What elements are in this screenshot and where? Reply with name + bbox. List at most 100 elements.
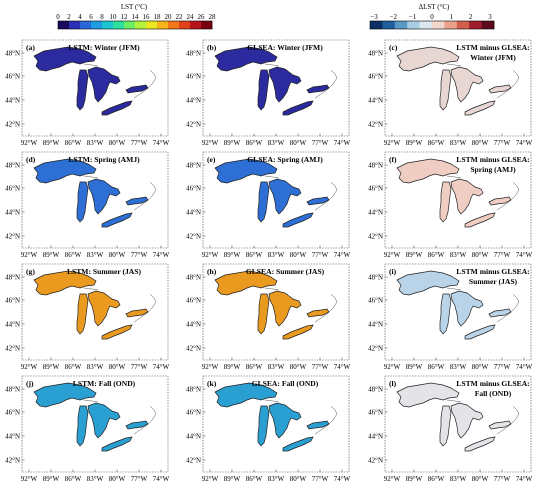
lat-tick-label: 48°N bbox=[368, 49, 383, 57]
lat-tick-label: 46°N bbox=[186, 408, 201, 416]
lat-tick-label: 48°N bbox=[186, 385, 201, 393]
lon-tick-label: 83°W bbox=[268, 475, 285, 483]
lst-colorbar-bar bbox=[57, 20, 213, 30]
colorbar-segment bbox=[80, 21, 92, 29]
lake-shape bbox=[87, 178, 121, 215]
lat-tick-label: 46°N bbox=[5, 184, 20, 192]
lat-tick-label: 46°N bbox=[5, 296, 20, 304]
panel-title: LSTM minus GLSEA: bbox=[456, 43, 529, 52]
lat-tick-label: 44°N bbox=[5, 96, 20, 104]
colorbar-segment bbox=[157, 21, 169, 29]
lake-shape bbox=[33, 382, 97, 408]
colorbar-segment bbox=[432, 21, 445, 29]
coastline bbox=[446, 175, 520, 211]
lon-tick-label: 83°W bbox=[87, 363, 104, 371]
lake-shape bbox=[450, 178, 484, 215]
lon-tick-label: 86°W bbox=[428, 139, 445, 147]
colorbar-segment bbox=[201, 21, 213, 29]
lon-tick-label: 89°W bbox=[224, 363, 241, 371]
coastline bbox=[264, 287, 338, 323]
lon-tick-label: 83°W bbox=[268, 363, 285, 371]
lat-tick-label: 46°N bbox=[368, 184, 383, 192]
colorbar-tick-label: 4 bbox=[78, 13, 82, 21]
lake-shape bbox=[257, 293, 270, 335]
lst-colorbar: LST (°C) 0 2 4 6 8 10 12 14 16 18 20 22 24 26 28 bbox=[56, 3, 216, 30]
colorbar-segment bbox=[190, 21, 202, 29]
lake-shape bbox=[464, 212, 496, 228]
lon-tick-label: 92°W bbox=[202, 475, 219, 483]
colorbar-segment bbox=[69, 21, 81, 29]
lon-tick-label: 83°W bbox=[268, 139, 285, 147]
map-panel-l: (l) LSTM minus GLSEA:Fall (OND) 48°N 46°N 44… bbox=[368, 375, 533, 483]
colorbar-segment bbox=[394, 21, 408, 29]
lake-shape bbox=[464, 324, 496, 340]
lake-shape bbox=[33, 270, 97, 296]
colorbar-segment bbox=[456, 21, 470, 29]
colorbar-tick-label: 26 bbox=[198, 13, 206, 21]
lake-shape bbox=[282, 324, 314, 340]
lon-tick-label: 74°W bbox=[153, 363, 170, 371]
lat-tick-label: 46°N bbox=[368, 72, 383, 80]
panel-title: GLSEA: Winter (JFM) bbox=[247, 43, 323, 52]
lat-tick-label: 48°N bbox=[5, 385, 20, 393]
panel-tag: (i) bbox=[389, 267, 397, 276]
coastline bbox=[264, 63, 338, 99]
lon-tick-label: 89°W bbox=[224, 251, 241, 259]
lat-tick-label: 42°N bbox=[368, 344, 383, 352]
lon-tick-label: 92°W bbox=[384, 475, 401, 483]
lat-tick-label: 48°N bbox=[186, 49, 201, 57]
lon-tick-label: 80°W bbox=[472, 363, 489, 371]
coastline bbox=[264, 399, 338, 435]
colorbar-tick-label: 22 bbox=[176, 13, 184, 21]
lake-shape bbox=[488, 196, 512, 206]
lake-shape bbox=[268, 66, 302, 103]
lon-tick-label: 80°W bbox=[109, 363, 126, 371]
lon-tick-label: 89°W bbox=[43, 363, 60, 371]
colorbar-tick-label: 18 bbox=[154, 13, 162, 21]
panel-title: Fall (OND) bbox=[475, 389, 512, 398]
panel-title: GLSEA: Summer (JAS) bbox=[246, 267, 325, 276]
panel-tag: (j) bbox=[26, 379, 34, 388]
lake-shape bbox=[125, 84, 149, 94]
lat-tick-label: 48°N bbox=[186, 161, 201, 169]
lake-shape bbox=[87, 66, 121, 103]
lat-tick-label: 48°N bbox=[368, 385, 383, 393]
lon-tick-label: 80°W bbox=[472, 139, 489, 147]
lat-tick-label: 48°N bbox=[368, 273, 383, 281]
lat-tick-label: 42°N bbox=[186, 120, 201, 128]
lst-colorbar-label: LST (°C) bbox=[121, 3, 148, 11]
lon-tick-label: 86°W bbox=[246, 363, 263, 371]
lake-shape bbox=[306, 420, 330, 430]
lat-tick-label: 44°N bbox=[5, 320, 20, 328]
colorbar-segment bbox=[113, 21, 125, 29]
lat-tick-label: 42°N bbox=[5, 344, 20, 352]
lon-tick-label: 83°W bbox=[87, 251, 104, 259]
map-panel-j: (j) LSTM: Fall (OND) 48°N 46°N 44°N 42°N 92°W 8… bbox=[5, 375, 170, 483]
map-panel-k: (k) GLSEA: Fall (OND) 48°N 46°N 44°N 42°N 92°W… bbox=[186, 375, 351, 483]
lon-tick-label: 77°W bbox=[494, 139, 511, 147]
lon-tick-label: 89°W bbox=[43, 251, 60, 259]
lon-tick-label: 92°W bbox=[21, 363, 38, 371]
colorbar-tick-label: 2 bbox=[469, 13, 473, 21]
lat-tick-label: 48°N bbox=[5, 273, 20, 281]
colorbar-tick-label: 6 bbox=[89, 13, 93, 21]
panel-title: LSTM minus GLSEA: bbox=[456, 267, 529, 276]
lat-tick-label: 48°N bbox=[5, 161, 20, 169]
colorbar-segment bbox=[179, 21, 191, 29]
panel-tag: (h) bbox=[207, 267, 217, 276]
coastline bbox=[83, 175, 157, 211]
map-panel-f: (f) LSTM minus GLSEA:Spring (AMJ) 48°N 46°N… bbox=[368, 151, 533, 259]
lake-shape bbox=[125, 196, 149, 206]
lat-tick-label: 46°N bbox=[368, 296, 383, 304]
panel-title: GLSEA: Spring (AMJ) bbox=[247, 155, 323, 164]
lon-tick-label: 83°W bbox=[87, 475, 104, 483]
lon-tick-label: 74°W bbox=[153, 139, 170, 147]
lake-shape bbox=[268, 402, 302, 439]
coastline bbox=[83, 287, 157, 323]
colorbar-tick-label: −2 bbox=[390, 13, 398, 21]
lon-tick-label: 77°W bbox=[131, 251, 148, 259]
lon-tick-label: 86°W bbox=[428, 251, 445, 259]
lake-shape bbox=[488, 308, 512, 318]
lon-tick-label: 89°W bbox=[406, 475, 423, 483]
lon-tick-label: 80°W bbox=[290, 251, 307, 259]
